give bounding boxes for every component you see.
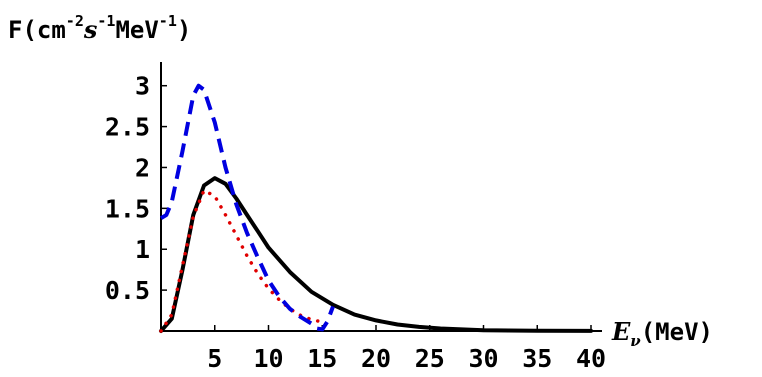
x-axis-title: Eν(MeV) (611, 317, 713, 350)
x-tick-label: 10 (253, 344, 283, 373)
series-line-solid (159, 176, 593, 333)
y-axis-title: F(cm-2s-1MeV-1) (8, 12, 191, 44)
y-tick-label: 3 (135, 72, 150, 101)
x-tick-label: 20 (361, 344, 391, 373)
y-tick-label: 1 (135, 235, 150, 264)
y-tick-label: 2 (135, 153, 150, 182)
y-tick-label: 2.5 (105, 113, 150, 142)
series-line-dotted (159, 188, 325, 333)
y-tick-label: 0.5 (105, 276, 150, 305)
x-tick-label: 40 (576, 344, 606, 373)
x-tick-label: 25 (415, 344, 445, 373)
y-ticks: 0.5 1 1.5 2 2.5 3 (105, 72, 167, 305)
x-tick-label: 35 (522, 344, 552, 373)
y-tick-label: 1.5 (105, 194, 150, 223)
series-line-dashed (159, 83, 335, 332)
series-layer (159, 83, 593, 333)
x-tick-label: 15 (307, 344, 337, 373)
x-tick-label: 30 (468, 344, 498, 373)
x-tick-label: 5 (207, 344, 222, 373)
x-ticks: 5 10 15 20 25 30 35 40 (207, 325, 606, 373)
